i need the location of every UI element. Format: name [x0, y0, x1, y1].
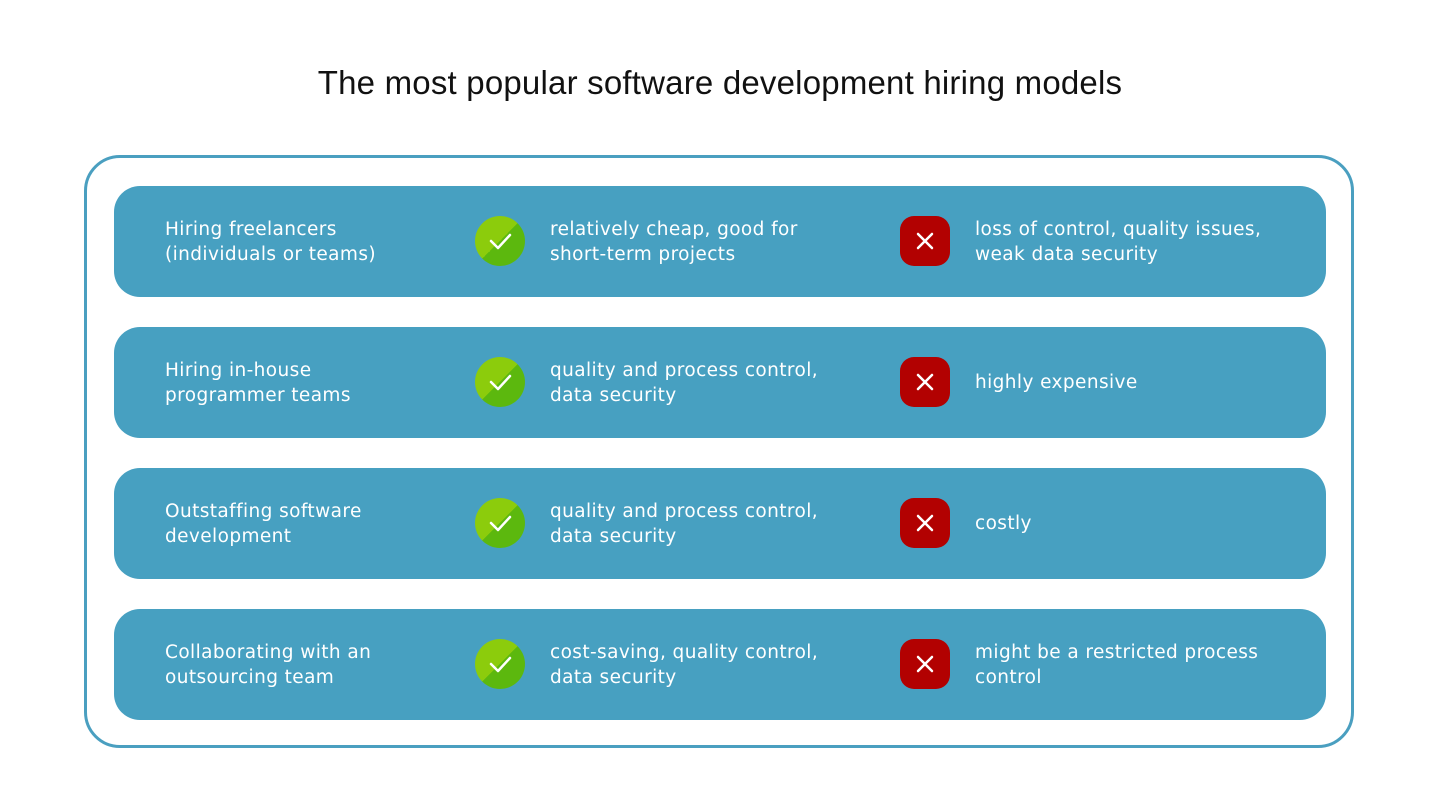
cross-icon: [900, 216, 950, 266]
check-icon: [475, 216, 525, 266]
model-pros: quality and process control, data securi…: [550, 359, 819, 406]
model-row-freelancers: Hiring freelancers (individuals or teams…: [114, 186, 1326, 297]
model-name: Outstaffing software development: [165, 500, 362, 547]
model-cons: costly: [975, 513, 1032, 534]
page-title: The most popular software development hi…: [317, 64, 1123, 101]
check-icon: [475, 498, 525, 548]
model-cons: highly expensive: [975, 372, 1138, 393]
model-cons: loss of control, quality issues, weak da…: [975, 218, 1262, 265]
check-icon: [475, 639, 525, 689]
cross-icon: [900, 357, 950, 407]
model-name: Collaborating with an outsourcing team: [165, 641, 372, 688]
cross-icon: [900, 498, 950, 548]
model-pros: relatively cheap, good for short-term pr…: [550, 218, 798, 265]
model-name: Hiring freelancers (individuals or teams…: [165, 218, 376, 265]
model-cons: might be a restricted process control: [975, 641, 1259, 688]
model-name: Hiring in-house programmer teams: [165, 359, 351, 406]
model-row-outstaffing: Outstaffing software development quality…: [114, 468, 1326, 579]
model-pros: cost-saving, quality control, data secur…: [550, 641, 819, 688]
models-frame: [84, 155, 1354, 748]
check-icon: [475, 357, 525, 407]
model-row-in-house: Hiring in-house programmer teams quality…: [114, 327, 1326, 438]
model-row-outsourcing: Collaborating with an outsourcing team c…: [114, 609, 1326, 720]
model-pros: quality and process control, data securi…: [550, 500, 819, 547]
cross-icon: [900, 639, 950, 689]
